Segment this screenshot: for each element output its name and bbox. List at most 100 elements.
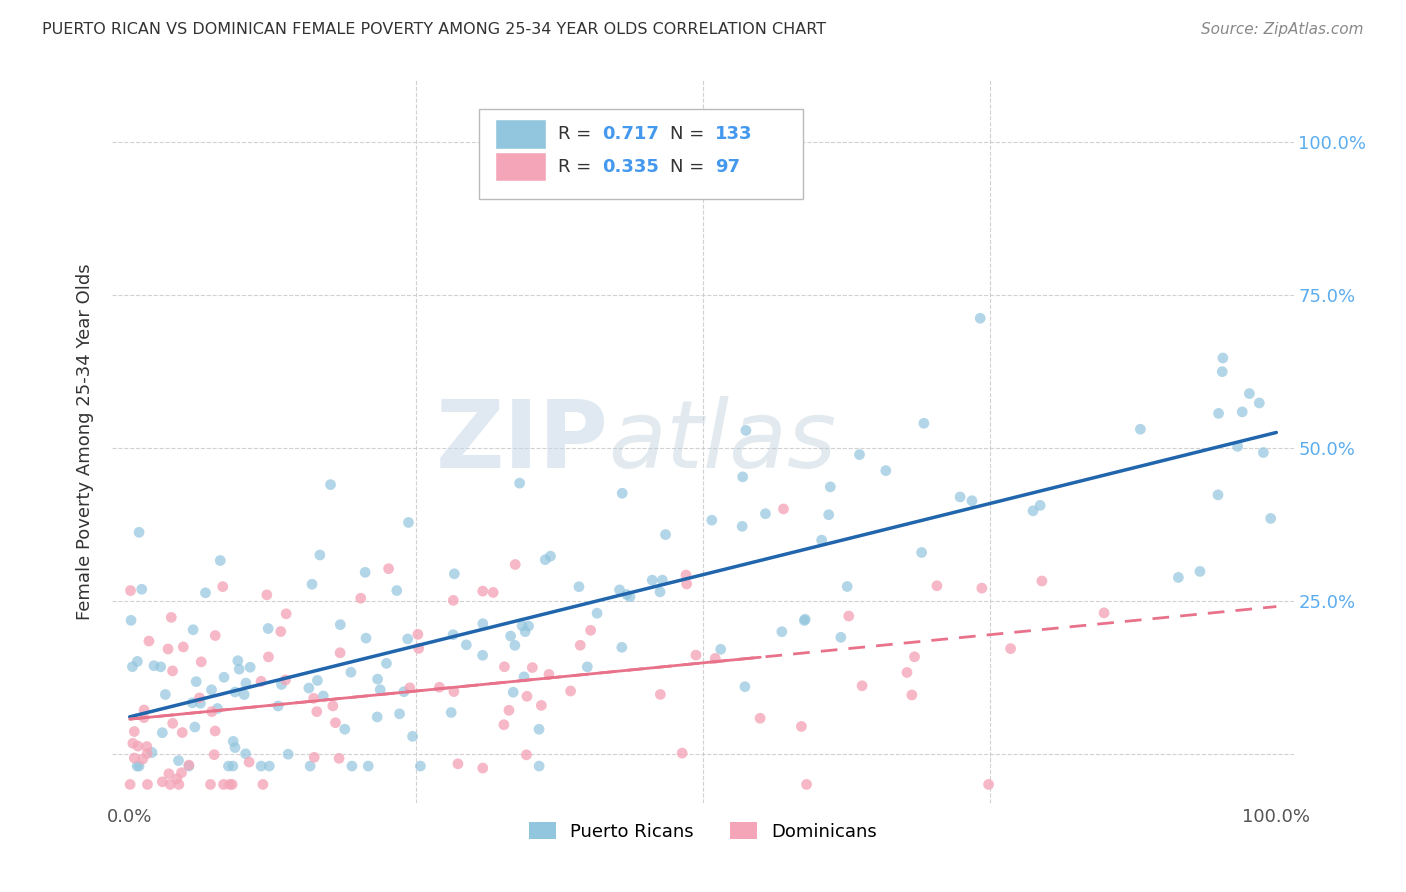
Point (527, 723, 550, 737)
Point (125, 759, 148, 773)
Point (903, 649, 925, 664)
Point (648, 584, 671, 599)
Point (354, 566, 377, 580)
Point (340, 759, 363, 773)
Point (226, 654, 249, 668)
Text: atlas: atlas (609, 396, 837, 487)
Point (212, 777, 235, 791)
Point (128, 525, 150, 540)
Point (221, 777, 243, 791)
Point (820, 480, 842, 494)
Point (401, 730, 423, 744)
Point (502, 685, 524, 699)
Point (333, 723, 356, 737)
Text: 97: 97 (714, 158, 740, 176)
Text: 133: 133 (714, 126, 752, 144)
Point (1029, 499, 1052, 513)
Point (177, 758, 200, 772)
Point (322, 698, 344, 713)
Point (377, 562, 399, 576)
Point (1129, 422, 1152, 436)
Point (299, 759, 322, 773)
Point (218, 777, 240, 791)
Point (586, 606, 609, 620)
Point (515, 624, 537, 639)
Point (228, 662, 250, 676)
Point (302, 691, 325, 706)
Point (224, 685, 246, 699)
Point (160, 610, 183, 624)
Point (977, 777, 1000, 791)
Point (340, 665, 363, 680)
Point (612, 486, 634, 500)
Point (329, 646, 352, 660)
Point (392, 684, 415, 698)
Point (233, 688, 256, 702)
Point (141, 746, 163, 760)
Point (770, 624, 793, 639)
Point (385, 583, 408, 598)
Point (441, 593, 464, 607)
Point (132, 711, 155, 725)
Point (190, 655, 212, 669)
Point (912, 417, 935, 431)
Point (1208, 406, 1230, 420)
Point (443, 566, 465, 581)
Text: PUERTO RICAN VS DOMINICAN FEMALE POVERTY AMONG 25-34 YEAR OLDS CORRELATION CHART: PUERTO RICAN VS DOMINICAN FEMALE POVERTY… (42, 22, 827, 37)
Point (527, 759, 550, 773)
Point (848, 448, 870, 462)
Point (312, 689, 335, 703)
Point (194, 586, 217, 600)
Point (441, 628, 464, 642)
Point (790, 719, 813, 733)
Point (209, 553, 232, 567)
Point (157, 766, 180, 780)
Point (443, 684, 465, 698)
Point (121, 736, 143, 750)
Point (305, 705, 328, 719)
Point (911, 545, 934, 559)
Point (838, 609, 860, 624)
Point (1226, 439, 1249, 453)
Point (949, 490, 972, 504)
Point (499, 629, 522, 643)
Point (150, 725, 173, 739)
Point (190, 696, 212, 710)
Point (1167, 570, 1189, 584)
Point (157, 642, 180, 657)
Point (560, 684, 582, 698)
Point (166, 772, 188, 786)
Point (298, 681, 321, 695)
Point (201, 705, 224, 719)
Point (925, 579, 948, 593)
Point (429, 680, 451, 694)
Point (138, 634, 160, 648)
Point (204, 628, 226, 642)
Point (503, 639, 526, 653)
Point (250, 759, 273, 773)
Point (440, 706, 463, 720)
Point (212, 670, 235, 684)
Point (1031, 574, 1053, 588)
Point (749, 711, 772, 725)
Point (162, 664, 184, 678)
Point (239, 660, 262, 674)
Point (731, 470, 754, 484)
Point (817, 508, 839, 522)
Point (398, 681, 420, 695)
Point (184, 720, 207, 734)
Point (471, 584, 494, 599)
Point (503, 558, 526, 572)
Point (167, 777, 190, 791)
Point (793, 614, 815, 628)
Point (609, 582, 631, 597)
Point (830, 630, 852, 644)
Point (576, 660, 599, 674)
Point (301, 577, 323, 591)
Point (235, 676, 257, 690)
Point (325, 715, 347, 730)
Point (735, 424, 758, 438)
Point (252, 777, 274, 791)
Point (388, 706, 411, 721)
Point (235, 747, 257, 761)
